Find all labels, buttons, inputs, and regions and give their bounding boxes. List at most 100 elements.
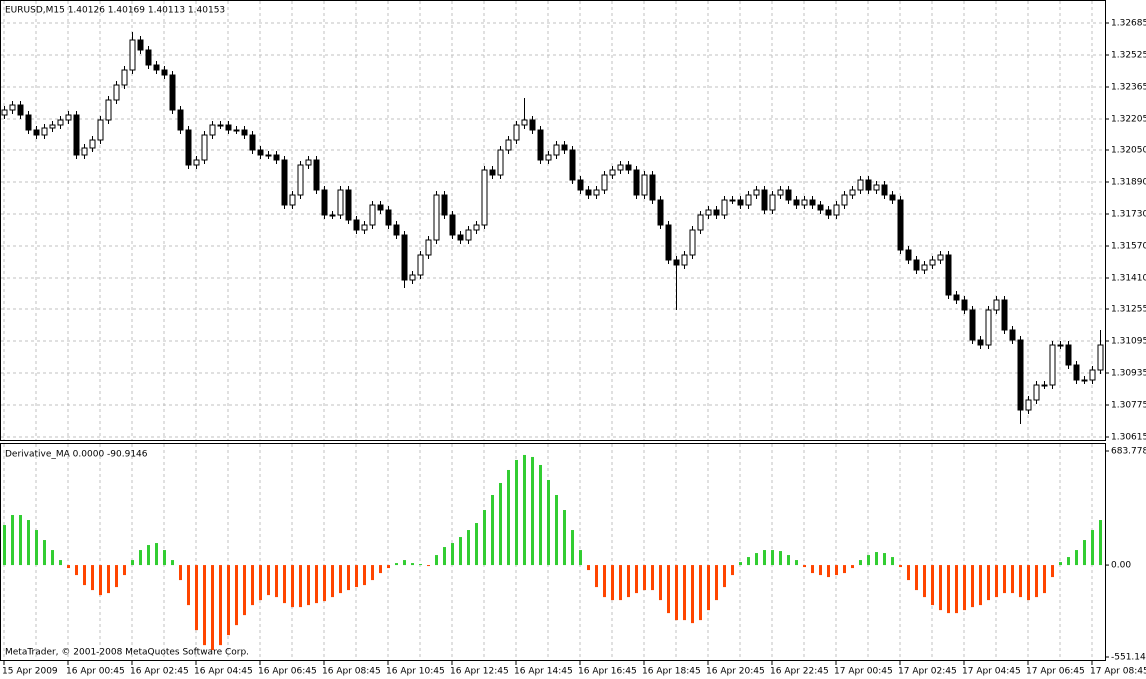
histogram-bar <box>1075 550 1078 566</box>
histogram-bar <box>267 565 270 596</box>
histogram-bar <box>171 560 174 566</box>
histogram-bar <box>1091 530 1094 566</box>
candle-body <box>1009 329 1016 341</box>
candle-body <box>169 74 176 111</box>
y-tick-label: 683.7783 <box>1111 447 1146 457</box>
candle-body <box>1041 384 1048 387</box>
candle-body <box>233 129 240 132</box>
histogram-bar <box>1027 565 1030 601</box>
candle-body <box>337 189 344 216</box>
histogram-bar <box>475 523 478 566</box>
histogram-bar <box>163 550 166 566</box>
histogram-bar <box>787 555 790 566</box>
candle-body <box>825 209 832 216</box>
candle-body <box>161 69 168 76</box>
candle-body <box>761 189 768 211</box>
x-tick-label: 15 Apr 2009 <box>2 667 58 677</box>
histogram-bar <box>1035 565 1038 598</box>
histogram-bar <box>723 565 726 588</box>
histogram-bar <box>947 565 950 614</box>
candle-body <box>985 309 992 346</box>
label-layer: 15 Apr 2009 16 Apr 00:45 16 Apr 02:45 16 Ap… <box>2 19 1146 677</box>
candle-body <box>553 144 560 156</box>
candle-body <box>1025 399 1032 411</box>
histogram-bar <box>923 565 926 598</box>
candle-body <box>929 259 936 266</box>
histogram-bar <box>83 565 86 586</box>
y-tick-label: 1.31095 <box>1111 337 1146 347</box>
candle-body <box>9 104 16 111</box>
x-tick-label: 16 Apr 12:45 <box>450 667 509 677</box>
histogram-bar <box>811 565 814 574</box>
candle-body <box>681 254 688 266</box>
histogram-bar <box>891 557 894 566</box>
y-tick-label: 1.32525 <box>1111 51 1146 61</box>
histogram-bar <box>123 565 126 576</box>
candle-body <box>841 194 848 206</box>
histogram-bar <box>763 550 766 566</box>
histogram-bar <box>539 464 542 566</box>
candle-body <box>881 184 888 196</box>
candle-body <box>361 224 368 231</box>
candle-body <box>697 214 704 231</box>
y-tick-label: 1.31730 <box>1111 210 1146 220</box>
candle-body <box>497 149 504 176</box>
histogram-bar <box>883 553 886 566</box>
candle-body <box>1 109 8 116</box>
histogram-bar <box>243 565 246 616</box>
x-tick-label: 16 Apr 18:45 <box>642 667 701 677</box>
histogram-bar <box>651 565 654 591</box>
candle-body <box>849 189 856 196</box>
candle-body <box>641 174 648 196</box>
histogram-bar <box>835 565 838 576</box>
histogram-bar <box>755 553 758 566</box>
histogram-bar <box>611 565 614 601</box>
histogram-bar <box>931 565 934 606</box>
y-tick-label: 1.31890 <box>1111 178 1146 188</box>
y-tick-label: 1.31255 <box>1111 305 1146 315</box>
candle-body <box>969 309 976 341</box>
candle-body <box>785 189 792 201</box>
candle-body <box>417 254 424 276</box>
histogram-bar <box>51 550 54 566</box>
histogram-bar <box>371 565 374 581</box>
histogram-bar <box>659 565 662 601</box>
histogram-bar <box>875 552 878 566</box>
candle-body <box>801 199 808 206</box>
y-tick-label: 1.30775 <box>1111 401 1146 411</box>
histogram-bar <box>899 565 902 568</box>
candle-body <box>713 209 720 216</box>
candle-body <box>569 149 576 181</box>
histogram-bar <box>155 543 158 566</box>
candle-body <box>425 239 432 256</box>
y-tick-label: 1.31410 <box>1111 274 1146 284</box>
histogram-bar <box>499 482 502 566</box>
candle-body <box>257 149 264 156</box>
histogram-bar <box>91 565 94 591</box>
candle-body <box>729 199 736 202</box>
candle-body <box>353 219 360 231</box>
histogram-bar <box>739 562 742 566</box>
x-tick-label: 16 Apr 06:45 <box>258 667 317 677</box>
histogram-bar <box>259 565 262 601</box>
candle-body <box>113 84 120 101</box>
candle-body <box>217 124 224 127</box>
candle-body <box>105 99 112 121</box>
x-tick-label: 16 Apr 08:45 <box>322 667 381 677</box>
candle-body <box>1081 379 1088 382</box>
histogram-bar <box>1043 565 1046 594</box>
x-tick-label: 17 Apr 04:45 <box>962 667 1021 677</box>
histogram-bar <box>795 560 798 566</box>
y-tick-label: 1.32365 <box>1111 83 1146 93</box>
histogram-bar <box>3 525 6 566</box>
candle-body <box>513 124 520 141</box>
candle-body <box>1057 344 1064 347</box>
candle-body <box>1001 299 1008 331</box>
histogram-bar <box>443 547 446 566</box>
y-tick-label: 0.00 <box>1111 561 1131 571</box>
histogram-bar <box>963 565 966 611</box>
candle-body <box>1089 369 1096 381</box>
histogram-bar <box>419 564 422 566</box>
candle-body <box>913 259 920 271</box>
